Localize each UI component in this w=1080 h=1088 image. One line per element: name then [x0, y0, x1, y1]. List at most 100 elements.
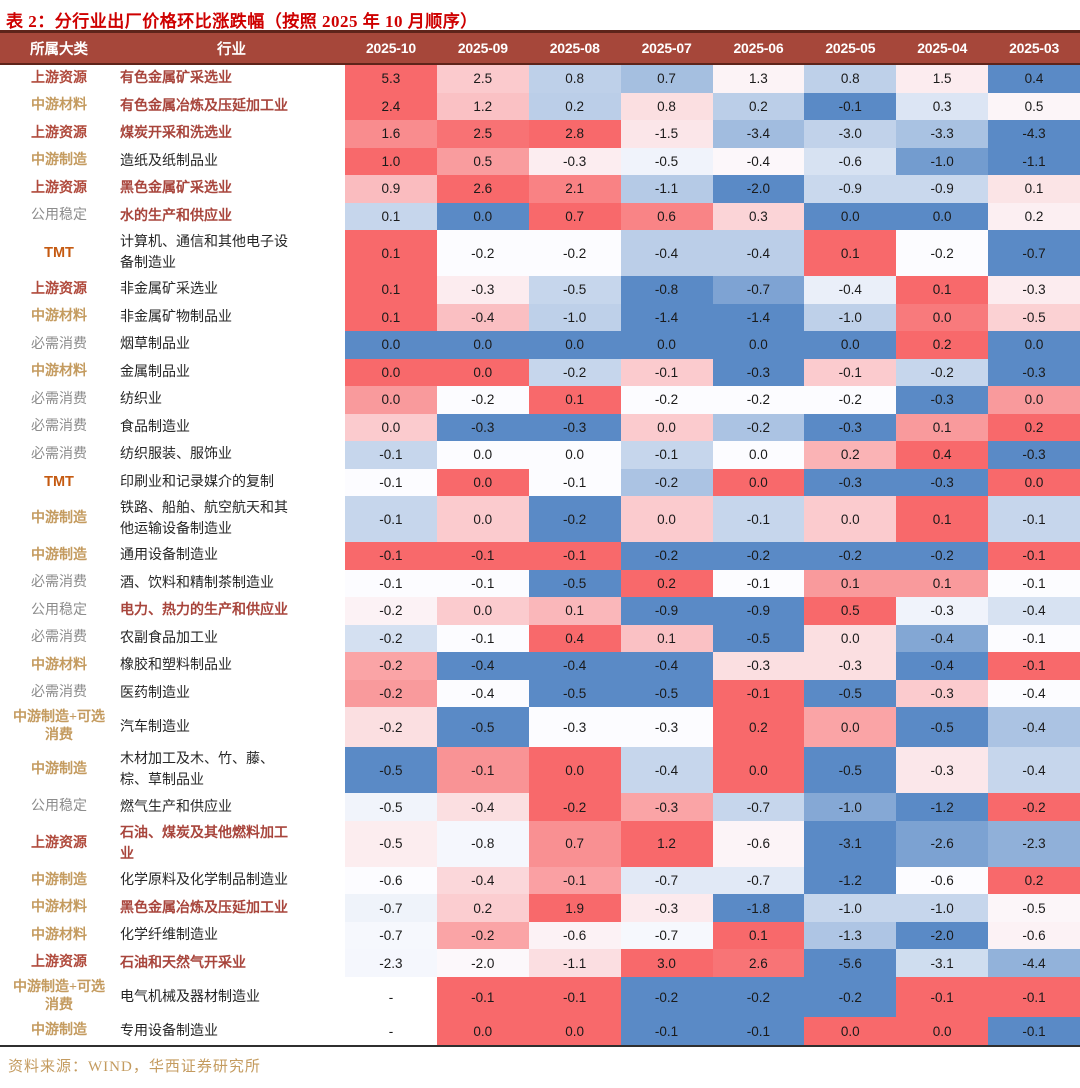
value-cell: -0.1	[712, 496, 805, 542]
value-cell: -0.1	[345, 496, 437, 542]
value-cell: 0.2	[620, 569, 713, 597]
category-cell: 必需消费	[31, 391, 87, 407]
industry-cell: 造纸及纸制品业	[120, 153, 218, 169]
value-cell: -0.2	[436, 230, 529, 276]
value-cell: 0.0	[712, 441, 805, 469]
value-cell: 0.0	[896, 202, 989, 230]
value-cell: -0.3	[804, 652, 897, 680]
value-cell: 0.2	[528, 92, 621, 120]
value-cell: 0.0	[712, 747, 805, 794]
value-cell: 0.0	[436, 468, 529, 496]
value-cell: -0.1	[712, 569, 805, 597]
industry-cell: 纺织服装、服饰业	[120, 447, 232, 463]
industry-cell: 医药制造业	[120, 685, 190, 701]
value-cell: -0.2	[620, 468, 713, 496]
value-cell: 0.5	[436, 147, 529, 175]
value-cell: 0.0	[436, 358, 529, 386]
value-cell: -0.4	[988, 747, 1080, 794]
table-title: 表 2：分行业出厂价格环比涨跌幅（按照 2025 年 10 月顺序）	[6, 12, 478, 31]
industry-cell: 纺织业	[120, 392, 162, 408]
value-cell: 0.0	[345, 413, 437, 441]
value-cell: -2.3	[988, 820, 1080, 867]
category-cell: 中游制造	[31, 762, 87, 778]
value-cell: -0.2	[896, 358, 989, 386]
value-cell: 0.3	[712, 202, 805, 230]
value-cell: -3.1	[896, 949, 989, 977]
value-cell: -0.5	[528, 679, 621, 707]
value-cell: -0.1	[804, 92, 897, 120]
value-cell: -0.5	[436, 707, 529, 748]
value-cell: -0.5	[345, 820, 437, 867]
value-cell: -0.1	[345, 542, 437, 570]
value-cell: 2.1	[528, 175, 621, 203]
value-cell: -0.3	[620, 707, 713, 748]
table-row: 中游材料 有色金属冶炼及压延加工业 2.4 1.2 0.2 0.8 0.2 -0.1 0.3 0.…	[0, 92, 1080, 120]
value-cell: -1.8	[712, 894, 805, 922]
value-cell: -0.9	[712, 597, 805, 625]
industry-cell: 专用设备制造业	[120, 1023, 218, 1039]
industry-cell: 通用设备制造业	[120, 548, 218, 564]
value-cell: -0.1	[436, 569, 529, 597]
value-cell: 2.6	[436, 175, 529, 203]
value-cell: -0.3	[896, 747, 989, 794]
value-cell: -0.1	[620, 1017, 713, 1045]
value-cell: 5.3	[345, 65, 437, 93]
value-cell: -0.3	[436, 413, 529, 441]
industry-cell: 非金属矿采选业	[120, 282, 218, 298]
value-cell: -4.4	[988, 949, 1080, 977]
industry-cell: 电力、热力的生产和供应业	[120, 603, 288, 619]
value-cell: 0.0	[804, 331, 897, 359]
category-cell: 中游材料	[31, 927, 87, 943]
column-header-month: 2025-09	[457, 40, 508, 56]
value-cell: 0.0	[528, 747, 621, 794]
value-cell: -0.2	[804, 542, 897, 570]
value-cell: -0.2	[620, 976, 713, 1018]
value-cell: -2.6	[896, 820, 989, 867]
value-cell: -0.9	[620, 597, 713, 625]
value-cell: 0.8	[804, 65, 897, 93]
value-cell: -0.1	[988, 624, 1080, 652]
table-row: 必需消费 食品制造业 0.0 -0.3 -0.3 0.0 -0.2 -0.3 0.1 0.2	[0, 413, 1080, 441]
value-cell: -0.6	[528, 921, 621, 950]
value-cell: -0.4	[436, 679, 529, 707]
value-cell: 0.1	[620, 624, 713, 652]
value-cell: -0.3	[620, 894, 713, 922]
value-cell: 0.2	[804, 441, 897, 469]
table-bottom-border	[0, 1044, 1080, 1047]
value-cell: 0.0	[436, 597, 529, 625]
value-cell: -1.1	[988, 147, 1080, 175]
value-cell: 1.2	[620, 820, 713, 867]
table-row: TMT 印刷业和记录媒介的复制 -0.1 0.0 -0.1 -0.2 0.0 -0.3 -0.3…	[0, 468, 1080, 496]
value-cell: 0.6	[620, 202, 713, 230]
value-cell: -0.4	[436, 866, 529, 895]
value-cell: -0.6	[345, 866, 437, 895]
value-cell: -0.3	[804, 468, 897, 496]
value-cell: 0.0	[620, 496, 713, 542]
value-cell: -4.3	[988, 120, 1080, 148]
value-cell: -0.5	[345, 793, 437, 821]
value-cell: -0.4	[988, 597, 1080, 625]
value-cell: -0.8	[620, 276, 713, 304]
value-cell: -0.3	[528, 707, 621, 748]
industry-cell: 电气机械及器材制造业	[120, 989, 260, 1005]
table-row: 必需消费 烟草制品业 0.0 0.0 0.0 0.0 0.0 0.0 0.2 0.0	[0, 331, 1080, 359]
value-cell: 0.1	[345, 202, 437, 230]
value-cell: -0.2	[528, 358, 621, 386]
value-cell: 0.1	[804, 569, 897, 597]
value-cell: -0.4	[436, 793, 529, 821]
industry-cell: 煤炭开采和洗选业	[120, 126, 232, 142]
category-cell: 上游资源	[31, 955, 87, 971]
category-cell: TMT	[44, 244, 74, 261]
value-cell: 0.0	[436, 331, 529, 359]
value-cell: 0.0	[988, 331, 1080, 359]
value-cell: -0.2	[712, 413, 805, 441]
value-cell: 0.4	[528, 624, 621, 652]
source-note: 资料来源：WIND，华西证券研究所	[8, 1058, 261, 1075]
value-cell: -0.3	[528, 413, 621, 441]
value-cell: 0.0	[528, 331, 621, 359]
value-cell: -0.5	[804, 679, 897, 707]
value-cell: -0.2	[988, 793, 1080, 821]
industry-cell: 黑色金属矿采选业	[120, 181, 232, 197]
value-cell: -0.4	[620, 230, 713, 276]
value-cell: 0.2	[712, 92, 805, 120]
